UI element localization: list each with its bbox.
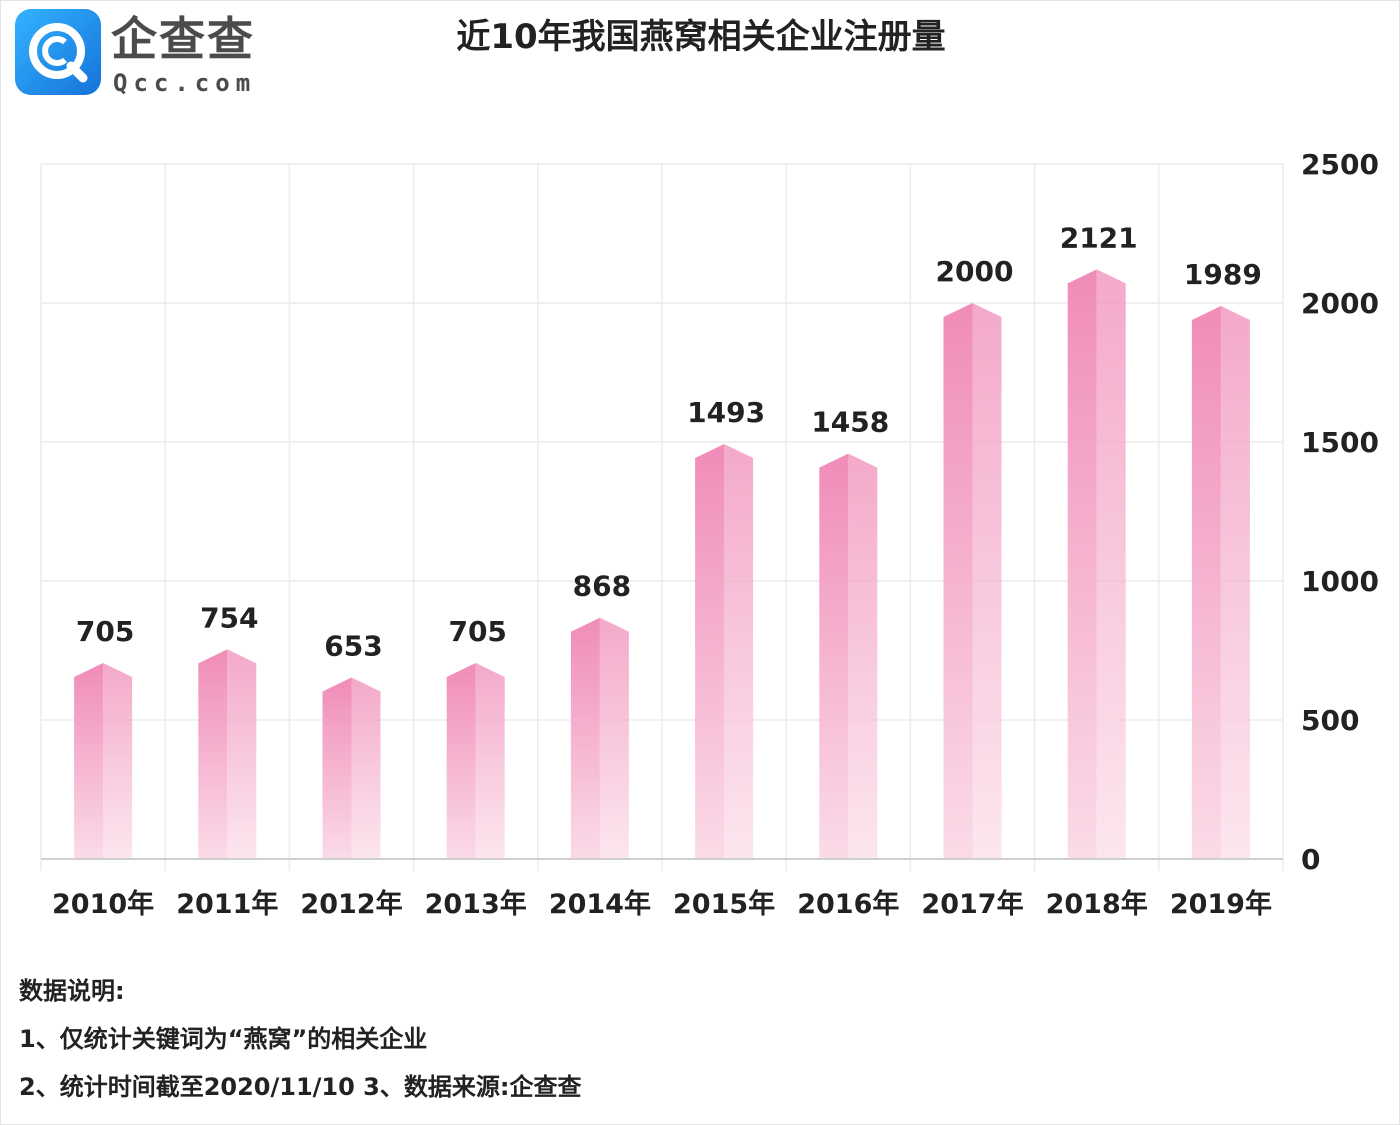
bar-face-left [1191,306,1221,860]
bar-face-right [972,303,1002,859]
bar-face-left [446,663,476,859]
logo-text-en: Qcc.com [113,69,257,97]
logo-text-cn: 企查查 [111,12,255,66]
qcc-logo: 企查查 Qcc.com [15,9,275,99]
x-tick-label: 2012年 [300,888,402,920]
bar [1191,306,1250,860]
bar [446,663,505,859]
x-tick-label: 2017年 [921,888,1023,920]
x-tick-label: 2013年 [425,888,527,920]
bar-face-left [74,663,104,859]
bar [198,649,257,859]
y-tick-label: 1000 [1301,565,1379,598]
bar [570,617,629,859]
bar-face-right [1220,306,1250,860]
bar-data-label: 1458 [811,406,889,439]
bar-face-left [943,303,973,859]
bar [943,303,1002,859]
bar-data-label: 2000 [936,255,1014,288]
bar [819,453,878,859]
x-tick-label: 2014年 [549,888,651,920]
y-tick-label: 2000 [1301,287,1379,320]
bar-data-label: 2121 [1060,221,1138,254]
bar-face-left [1067,269,1097,859]
bar-face-left [819,453,849,859]
bar [74,663,133,859]
axes: 0 500 1000 1500 2000 2500 2010年 2011年 2012年 2013年… [41,148,1379,920]
y-tick-label: 2500 [1301,148,1379,181]
bar-data-label: 653 [324,629,382,662]
data-notes: 数据说明: 1、仅统计关键词为“燕窝”的相关企业 2、统计时间截至2020/11… [19,967,581,1111]
bar-data-label: 1989 [1184,258,1262,291]
bar-face-left [198,649,228,859]
bar-face-right [475,663,505,859]
y-tick-label: 0 [1301,843,1320,876]
bar-data-label: 705 [448,615,506,648]
bar-face-left [570,617,600,859]
chart-title: 近10年我国燕窝相关企业注册量 [456,17,946,57]
notes-line-2: 2、统计时间截至2020/11/10 3、数据来源:企查查 [19,1073,582,1101]
bar-face-left [322,677,352,859]
bar-face-right [724,443,754,859]
bar-data-label: 754 [200,601,258,634]
bar-face-right [1096,269,1126,859]
bar [695,443,754,859]
bar-data-label: 1493 [687,396,765,429]
bar-data-label: 868 [573,570,631,603]
y-tick-label: 1500 [1301,426,1379,459]
y-tick-label: 500 [1301,704,1359,737]
x-tick-label: 2016年 [797,888,899,920]
bar-data-label: 705 [76,615,134,648]
bar-face-right [848,453,878,859]
x-tick-label: 2019年 [1170,888,1272,920]
x-tick-label: 2011年 [176,888,278,920]
bar-face-right [351,677,381,859]
bar-face-right [227,649,257,859]
bar-face-right [103,663,133,859]
notes-line-1: 1、仅统计关键词为“燕窝”的相关企业 [19,1025,428,1053]
bars: 705 754 653 705 868 1493 1458 2000 2121 1989 [74,221,1262,860]
x-tick-label: 2015年 [673,888,775,920]
x-tick-label: 2018年 [1046,888,1148,920]
bar [322,677,381,859]
x-tick-label: 2010年 [52,888,154,920]
notes-heading: 数据说明: [19,977,125,1005]
qcc-logo-icon [15,9,101,95]
bar-chart: 705 754 653 705 868 1493 1458 2000 2121 1989 0 500… [40,148,1379,920]
bar [1067,269,1126,859]
bar-face-right [599,617,629,859]
bar-face-left [695,443,725,859]
